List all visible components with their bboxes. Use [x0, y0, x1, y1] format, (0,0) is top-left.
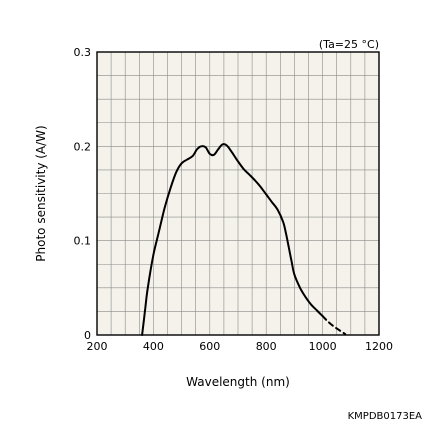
- x-tick-label: 800: [256, 340, 277, 353]
- y-tick-label: 0.1: [74, 235, 92, 248]
- y-tick-label: 0: [84, 329, 91, 342]
- y-axis-title: Photo sensitivity (A/W): [34, 125, 48, 261]
- x-axis-title: Wavelength (nm): [186, 375, 290, 389]
- y-tick-label: 0.2: [74, 140, 92, 153]
- x-tick-label: 400: [143, 340, 164, 353]
- plot-frame: [96, 51, 380, 336]
- sensitivity-curve-extrapolated: [321, 315, 347, 336]
- series-layer: [141, 143, 347, 336]
- sensitivity-curve: [141, 143, 324, 336]
- catalog-code: KMPDB0173EA: [348, 411, 423, 422]
- x-tick-label: 200: [87, 340, 108, 353]
- condition-label: (Ta=25 °C): [319, 38, 379, 51]
- grid-lines: [97, 52, 379, 335]
- x-tick-labels: 200 400 600 800 1000 1200: [87, 340, 394, 353]
- x-tick-label: 600: [199, 340, 220, 353]
- y-tick-label: 0.3: [74, 46, 92, 59]
- x-tick-label: 1200: [365, 340, 393, 353]
- y-tick-labels: 0 0.1 0.2 0.3: [74, 46, 92, 342]
- x-tick-label: 1000: [309, 340, 337, 353]
